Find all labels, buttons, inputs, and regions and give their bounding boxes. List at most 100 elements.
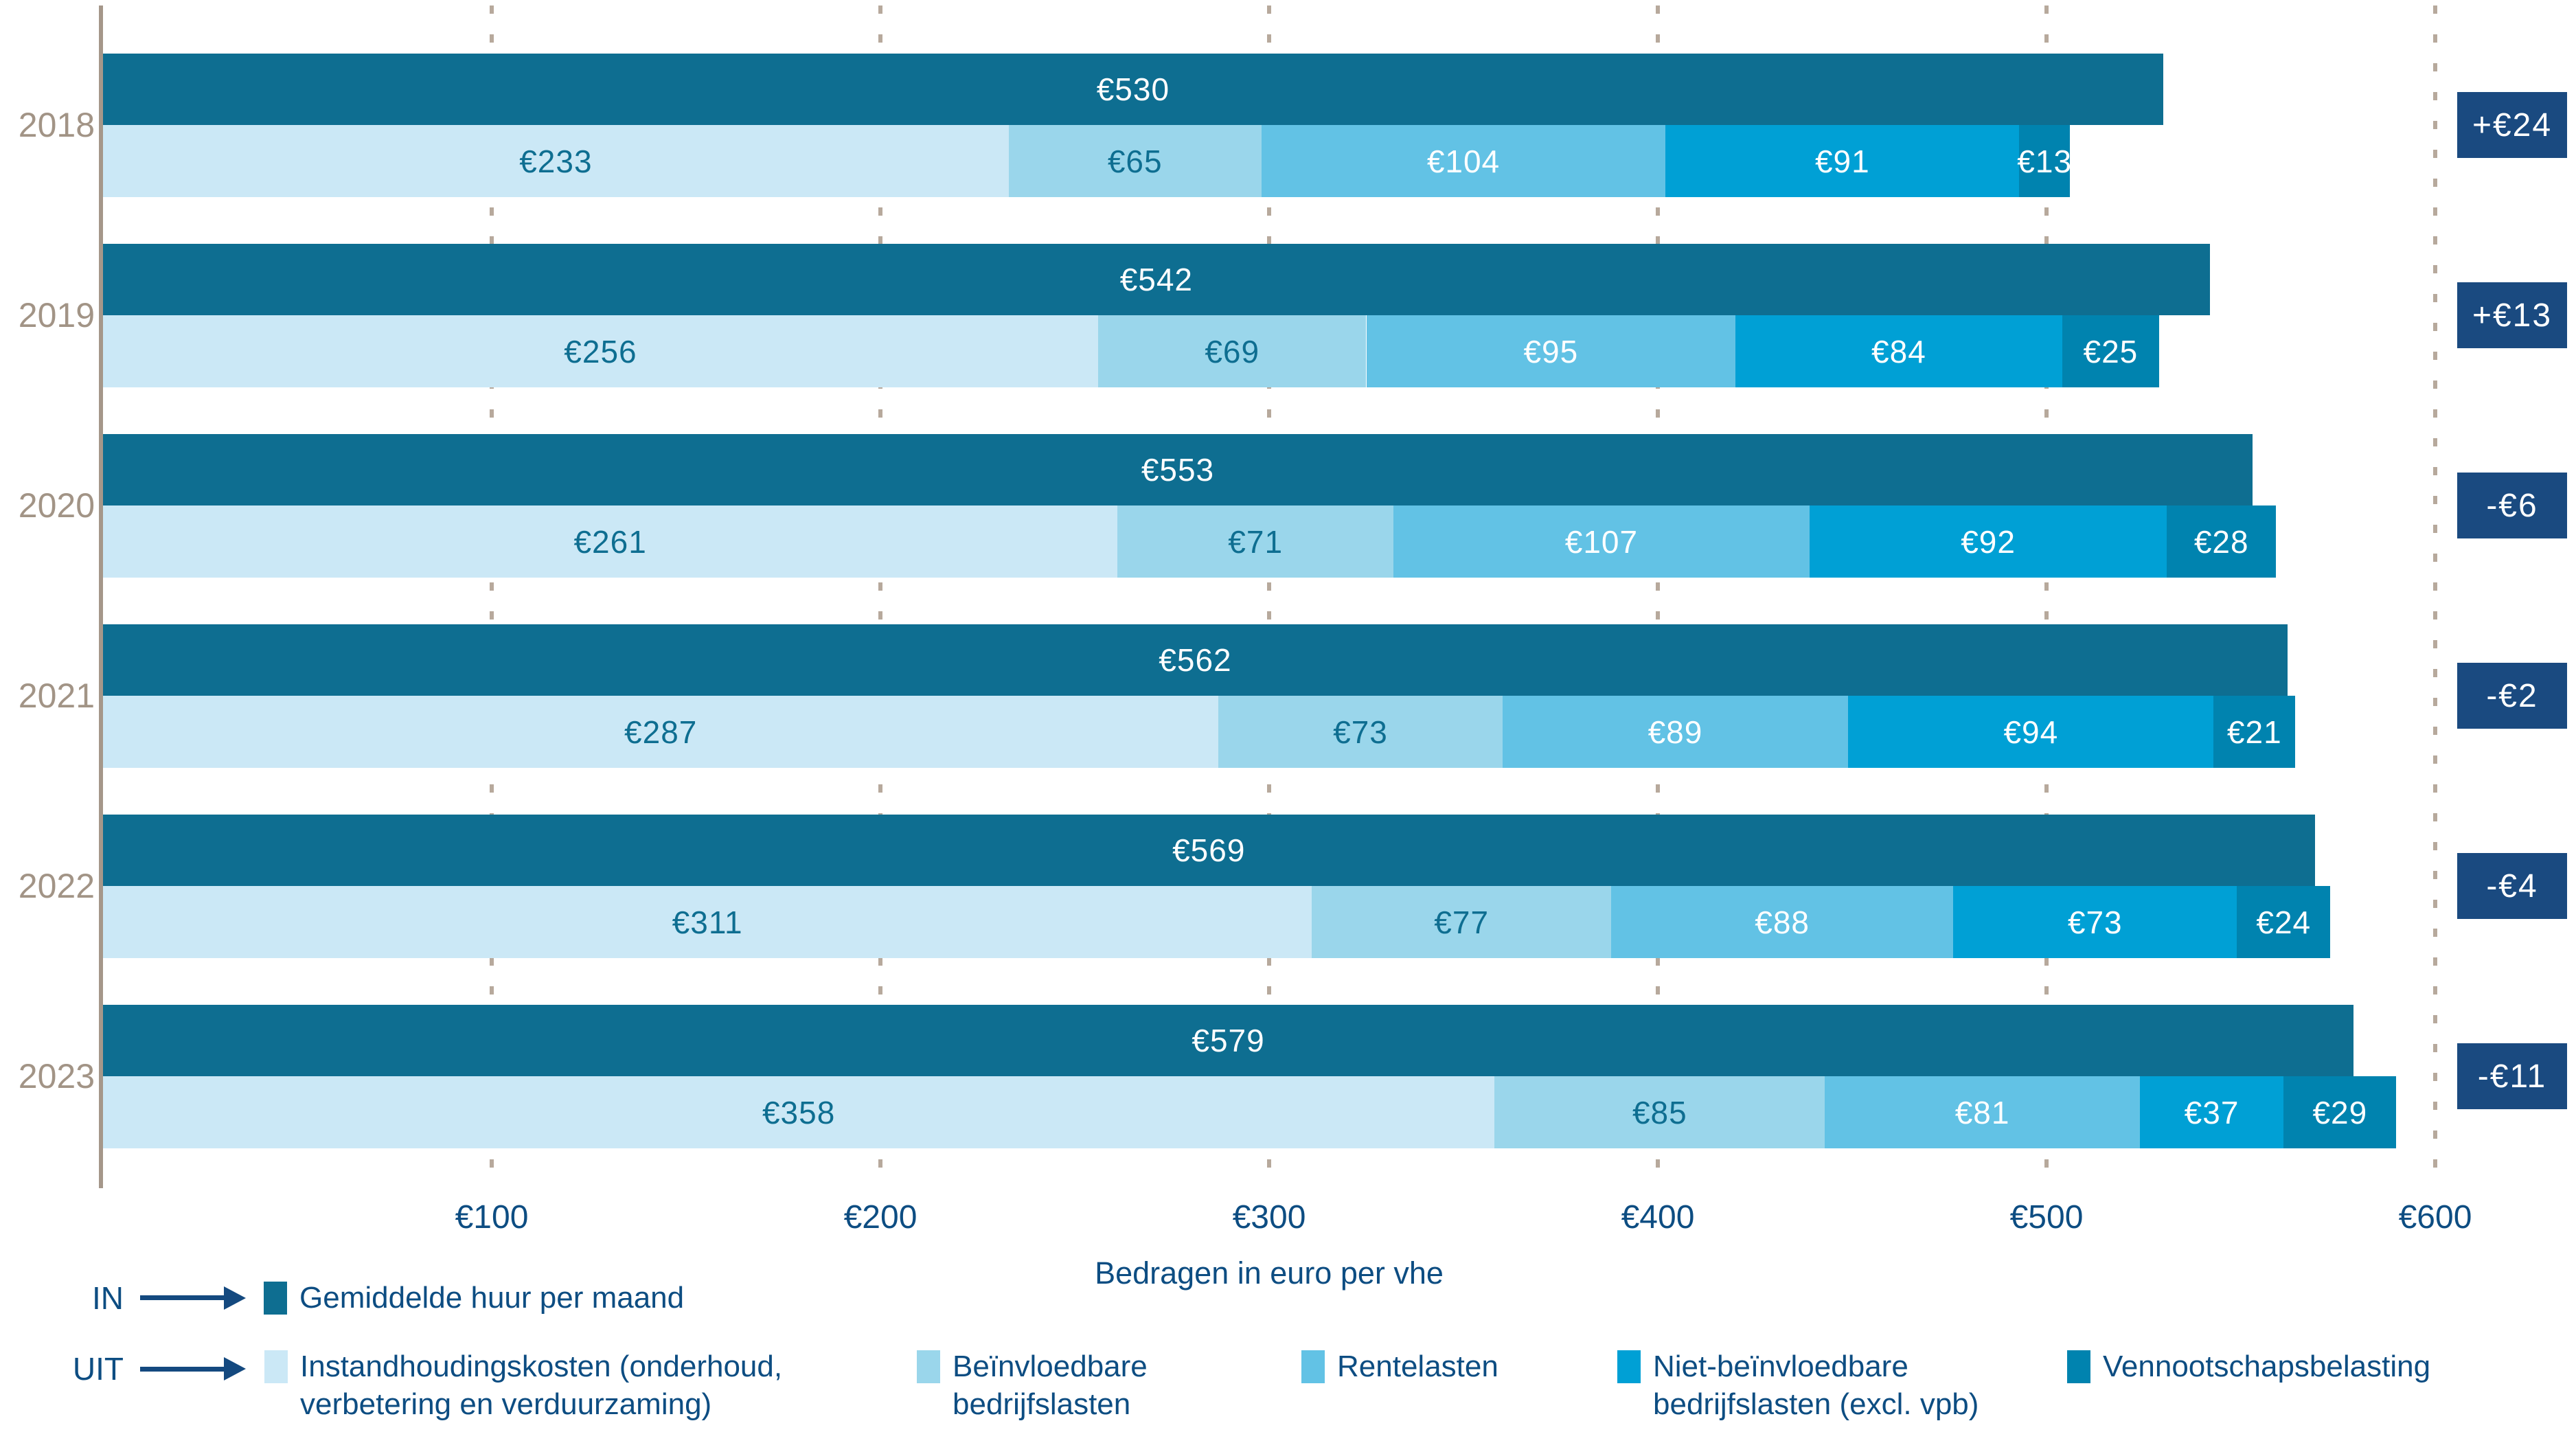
year-label: 2019 — [18, 296, 95, 334]
in-bar: €542 — [103, 244, 2210, 315]
bar-value-label: €91 — [1814, 143, 1870, 179]
difference-badge: +€13 — [2457, 282, 2567, 348]
uit-segment: €85 — [1494, 1076, 1825, 1148]
uit-segment: €89 — [1502, 696, 1849, 768]
legend-row-uit: UIT — [62, 1350, 264, 1387]
uit-segment: €73 — [1218, 696, 1503, 768]
gridline — [2044, 5, 2049, 1188]
year-label: 2022 — [18, 867, 95, 905]
legend-swatch-in — [264, 1282, 287, 1315]
uit-segment: €13 — [2017, 125, 2073, 197]
bar-value-label: €89 — [1648, 714, 1703, 750]
uit-segment: €84 — [1735, 315, 2062, 387]
uit-segment: €92 — [1809, 505, 2167, 578]
bar-value-label: €69 — [1205, 333, 1260, 370]
bar-value-label: €530 — [1096, 71, 1170, 107]
bar-value-label: €261 — [573, 523, 647, 560]
in-bar: €562 — [103, 624, 2288, 696]
gridline — [1267, 5, 1271, 1188]
year-label: 2018 — [18, 106, 95, 144]
bar-value-label: €29 — [2312, 1094, 2368, 1130]
bar-value-label: €94 — [2003, 714, 2059, 750]
bar-value-label: €24 — [2256, 904, 2312, 940]
in-bar: €530 — [103, 54, 2163, 125]
bar-value-label: €311 — [672, 904, 743, 940]
uit-segment: €69 — [1097, 315, 1367, 387]
uit-segment: €107 — [1393, 505, 1810, 578]
uit-segment: €287 — [103, 696, 1219, 768]
bar-value-label: €358 — [762, 1094, 836, 1130]
difference-badge: +€24 — [2457, 92, 2567, 158]
uit-segment: €71 — [1117, 505, 1394, 578]
in-bar: €569 — [103, 815, 2315, 886]
uit-segment: €24 — [2237, 886, 2331, 958]
bar-value-label: €81 — [1954, 1094, 2010, 1130]
uit-segment: €256 — [103, 315, 1098, 387]
uit-segment: €261 — [103, 505, 1118, 578]
y-axis-line — [99, 5, 103, 1188]
uit-segment: €29 — [2283, 1076, 2397, 1148]
uit-segment: €91 — [1665, 125, 2020, 197]
gridline — [878, 5, 882, 1188]
bar-value-label: €25 — [2083, 333, 2139, 370]
year-label: 2020 — [18, 486, 95, 525]
x-axis-tick-label: €500 — [2009, 1199, 2084, 1236]
bar-value-label: €77 — [1434, 904, 1490, 940]
difference-badge: -€11 — [2457, 1043, 2567, 1109]
x-axis-title: Bedragen in euro per vhe — [1095, 1255, 1444, 1291]
bar-value-label: €569 — [1172, 832, 1246, 868]
legend-item: Niet-beïnvloedbare bedrijfslasten (excl.… — [1617, 1348, 1979, 1423]
difference-badge: -€2 — [2457, 663, 2567, 729]
legend-item-label: Rentelasten — [1337, 1350, 1498, 1383]
year-label: 2021 — [18, 677, 95, 715]
uit-segment: €77 — [1312, 886, 1612, 958]
bar-value-label: €37 — [2184, 1094, 2239, 1130]
bar-value-label: €73 — [2067, 904, 2123, 940]
in-bar: €553 — [103, 434, 2253, 505]
bar-value-label: €84 — [1871, 333, 1926, 370]
bar-value-label: €579 — [1192, 1023, 1265, 1058]
bar-value-label: €542 — [1119, 262, 1194, 297]
x-axis-tick-label: €400 — [1621, 1199, 1695, 1236]
uit-segment: €28 — [2167, 505, 2276, 578]
uit-segment: €104 — [1261, 125, 1666, 197]
uit-segment: €65 — [1008, 125, 1262, 197]
difference-badge: -€4 — [2457, 853, 2567, 919]
bar-value-label: €553 — [1141, 452, 1215, 488]
uit-segment: €25 — [2062, 315, 2160, 387]
legend-swatch — [2067, 1350, 2090, 1383]
bar-value-label: €107 — [1564, 523, 1639, 560]
x-axis-tick-label: €100 — [455, 1199, 529, 1236]
legend-item: Beïnvloedbare bedrijfslasten — [917, 1348, 1148, 1423]
bar-value-label: €95 — [1523, 333, 1579, 370]
gridline — [490, 5, 494, 1188]
x-axis-tick-label: €200 — [843, 1199, 917, 1236]
bar-value-label: €28 — [2193, 523, 2249, 560]
bar-value-label: €71 — [1228, 523, 1284, 560]
legend-item-label: Vennootschapsbelasting — [2103, 1350, 2431, 1383]
bar-value-label: €85 — [1632, 1094, 1687, 1130]
legend-uit-label: UIT — [72, 1351, 124, 1387]
uit-segment: €95 — [1366, 315, 1736, 387]
bar-value-label: €287 — [624, 714, 698, 750]
uit-segment: €311 — [103, 886, 1312, 958]
bar-value-label: €13 — [2017, 143, 2073, 179]
bar-value-label: €562 — [1159, 642, 1232, 678]
legend-item: Vennootschapsbelasting — [2067, 1348, 2430, 1385]
legend-item-label: Gemiddelde huur per maand — [299, 1281, 685, 1315]
legend-swatch — [917, 1350, 940, 1383]
year-label: 2023 — [18, 1057, 95, 1095]
legend-swatch — [264, 1350, 288, 1383]
difference-badge: -€6 — [2457, 473, 2567, 538]
arrow-right-icon — [140, 1286, 246, 1310]
legend-item-label: Beïnvloedbare bedrijfslasten — [953, 1350, 1148, 1421]
uit-segment: €358 — [103, 1076, 1495, 1148]
arrow-right-icon — [140, 1357, 246, 1380]
uit-segment: €233 — [103, 125, 1009, 197]
gridline — [1656, 5, 1660, 1188]
bar-value-label: €233 — [519, 143, 593, 179]
legend-item-label: Niet-beïnvloedbare bedrijfslasten (excl.… — [1653, 1350, 1979, 1421]
bar-value-label: €92 — [1961, 523, 2016, 560]
bar-value-label: €73 — [1333, 714, 1388, 750]
